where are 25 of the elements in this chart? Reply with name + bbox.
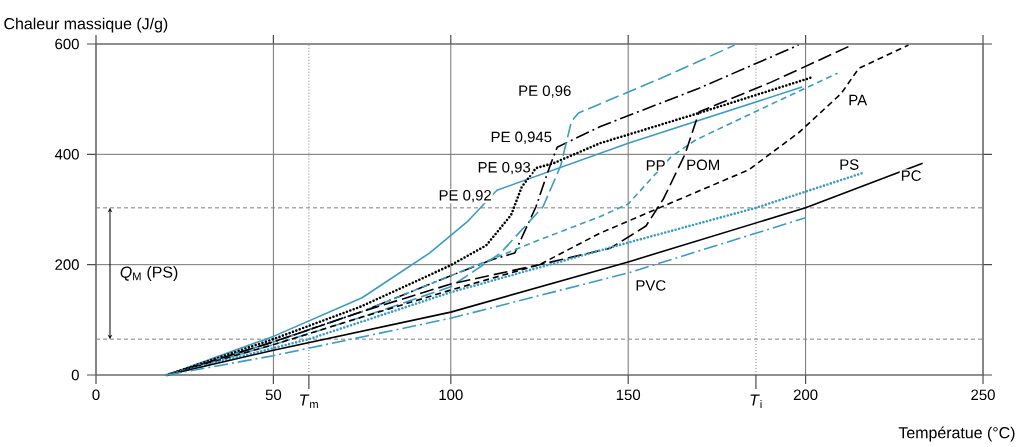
- y-tick-label: 600: [55, 38, 79, 50]
- x-tick-label: 50: [265, 389, 282, 401]
- y-tick-label: 200: [55, 259, 79, 270]
- series-label: PE 0,96: [519, 85, 571, 98]
- ref-line-label: T$_{i}$: [750, 394, 762, 409]
- y-tick-label: 400: [54, 149, 79, 160]
- x-tick-label: 0: [92, 389, 100, 401]
- series-label: PP: [646, 160, 665, 171]
- series-label: PA: [849, 94, 868, 106]
- x-tick-label: 100: [439, 389, 463, 401]
- series-label: PE 0,945: [491, 131, 552, 144]
- y-tick-label: 0: [71, 369, 79, 381]
- series-label: PVC: [636, 280, 666, 291]
- annotation: Q$_{M}$ (PS): [120, 266, 178, 281]
- y-axis-title: Chaleur massique (J/g): [4, 17, 168, 33]
- series-label: PE 0,93: [478, 161, 531, 175]
- x-tick-label: 200: [793, 389, 818, 401]
- series-label: POM: [687, 159, 719, 171]
- series-label: PC: [901, 170, 921, 181]
- x-tick-label: 250: [971, 389, 995, 401]
- ref-line-label: T$_{m}$: [300, 394, 318, 409]
- series-label: PE 0,92: [439, 190, 491, 203]
- x-tick-label: 150: [616, 389, 641, 401]
- x-axis-title: Températue (°C): [898, 426, 1015, 442]
- series-label: PS: [840, 159, 859, 170]
